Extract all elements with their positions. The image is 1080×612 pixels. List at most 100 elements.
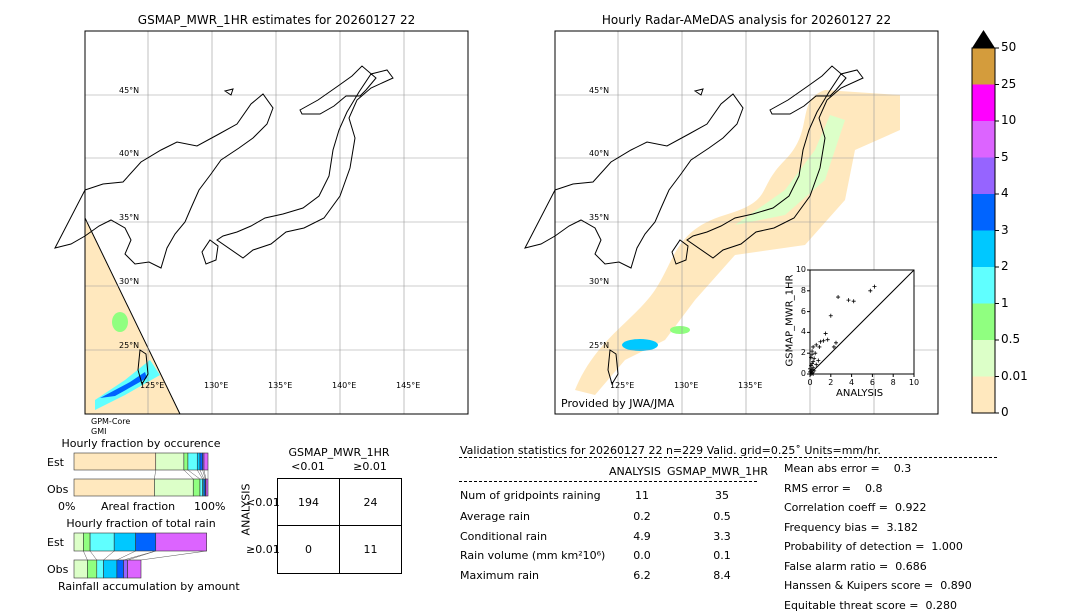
bar-segment-obs <box>87 559 98 579</box>
col-label-lt: <0.01 <box>291 460 325 473</box>
bar-segment-est <box>203 452 209 471</box>
scatter-xtick: 8 <box>890 378 896 387</box>
cell-false-alarm: 24 <box>363 496 378 509</box>
stat-analysis-value: 0.2 <box>633 510 651 523</box>
colorbar-label: 4 <box>1001 186 1009 200</box>
credit-text: Provided by JWA/JMA <box>561 397 675 410</box>
score-line: RMS error = 0.8 <box>784 481 883 495</box>
scatter-ytick: 4 <box>800 327 806 337</box>
scatter-point <box>851 299 856 304</box>
colorbar-label: 25 <box>1001 76 1017 91</box>
connector-line <box>183 469 194 480</box>
colorbar-label: 50 <box>1001 40 1017 54</box>
colorbar-segment <box>972 340 995 377</box>
cell-miss: 0 <box>305 543 312 556</box>
stat-gsmap-value: 0.1 <box>713 549 731 562</box>
bar-segment-est <box>73 452 157 471</box>
bar-segment-obs <box>192 478 201 497</box>
row-axis-label: ANALYSIS <box>239 483 253 536</box>
scatter-point <box>825 337 830 342</box>
colorbar-segment <box>972 376 995 413</box>
cell-hit-none: 194 <box>298 496 319 509</box>
bar-segment-est <box>183 452 189 471</box>
connector-line <box>83 550 88 561</box>
lat-label: 40°N <box>589 149 609 158</box>
scatter-ytick: 8 <box>800 285 806 295</box>
scatter-point <box>821 338 826 343</box>
contingency-title: GSMAP_MWR_1HR <box>288 446 390 459</box>
score-line: Correlation coeff = 0.922 <box>784 501 927 514</box>
row-label-lt: <0.01 <box>246 496 280 509</box>
colorbar-segment <box>972 267 995 304</box>
occ-xtick-100: 100% <box>194 500 226 513</box>
occurrence-title: Hourly fraction by occurence <box>61 437 221 450</box>
coastline <box>54 65 394 386</box>
score-line: Probability of detection = 1.000 <box>784 540 963 553</box>
lon-label: 135°E <box>268 381 292 390</box>
scatter-point <box>811 344 816 349</box>
scatter-point <box>813 351 818 356</box>
connector-line <box>203 469 207 480</box>
cell-hit: 11 <box>363 543 378 556</box>
stat-analysis-value: 11 <box>635 489 649 502</box>
scatter-point <box>872 284 877 289</box>
connector-line <box>140 550 207 561</box>
bar-segment-est <box>135 532 157 552</box>
scatter-diagonal <box>809 269 915 375</box>
score-line: Hanssen & Kuipers score = 0.890 <box>784 579 972 592</box>
scatter-point <box>814 362 819 367</box>
coastline <box>524 65 864 386</box>
bar-segment-est <box>89 532 115 552</box>
score-line: Equitable threat score = 0.280 <box>784 598 957 612</box>
score-line: Mean abs error = 0.3 <box>784 462 912 475</box>
stat-label: Rain volume (mm km²10⁶) <box>460 549 606 562</box>
connector-line <box>116 550 136 561</box>
bar-segment-obs <box>127 559 142 579</box>
left-map-title: GSMAP_MWR_1HR estimates for 20260127 22 <box>137 13 416 27</box>
scatter-xtick: 2 <box>828 378 834 387</box>
colorbar-label: 0 <box>1001 405 1009 419</box>
lon-label: 145°E <box>396 381 420 390</box>
right-map-frame <box>554 30 939 415</box>
bar-segment-obs <box>123 559 128 579</box>
stat-label: Num of gridpoints raining <box>460 489 601 502</box>
connector-line <box>89 550 97 561</box>
stat-gsmap-value: 0.5 <box>713 510 731 523</box>
scatter-point <box>836 295 841 300</box>
scatter-xtick: 4 <box>849 378 855 387</box>
stat-gsmap-value: 3.3 <box>713 530 731 543</box>
lat-label: 45°N <box>589 86 609 95</box>
scatter-point <box>818 339 823 344</box>
left-map-frame <box>84 30 469 415</box>
score-line: Frequency bias = 3.182 <box>784 520 919 534</box>
scatter-point <box>868 288 873 293</box>
stat-label: Conditional rain <box>460 530 548 543</box>
bar-segment-est <box>83 532 91 552</box>
scatter-point <box>812 368 817 373</box>
colorbar-segment <box>972 121 995 158</box>
connector-line <box>127 550 156 561</box>
lat-label: 30°N <box>119 277 139 286</box>
rain-cell <box>670 326 690 334</box>
scatter-xtick: 0 <box>807 378 813 387</box>
col-header-analysis: ANALYSIS <box>609 465 661 478</box>
colorbar-label: 1 <box>1001 295 1009 310</box>
stat-analysis-value: 0.0 <box>633 549 651 562</box>
scatter-xtick: 6 <box>869 378 875 387</box>
bar-segment-est <box>187 452 198 471</box>
lon-label: 125°E <box>140 381 164 390</box>
row-label-ge: ≥0.01 <box>246 543 280 556</box>
occ-xtick-0: 0% <box>58 500 76 513</box>
scatter-point <box>810 352 815 357</box>
scatter-point <box>828 313 833 318</box>
scatter-xtick: 10 <box>908 378 920 387</box>
stat-label: Average rain <box>460 510 530 523</box>
connector-line <box>202 469 206 480</box>
col-header-gsmap: GSMAP_MWR_1HR <box>667 465 769 478</box>
totalrain-title: Hourly fraction of total rain <box>66 517 216 530</box>
stat-gsmap-value: 8.4 <box>713 569 731 582</box>
scatter-point <box>846 298 851 303</box>
occ-obs-label: Obs <box>47 483 69 496</box>
scatter-ytick: 10 <box>795 265 806 274</box>
